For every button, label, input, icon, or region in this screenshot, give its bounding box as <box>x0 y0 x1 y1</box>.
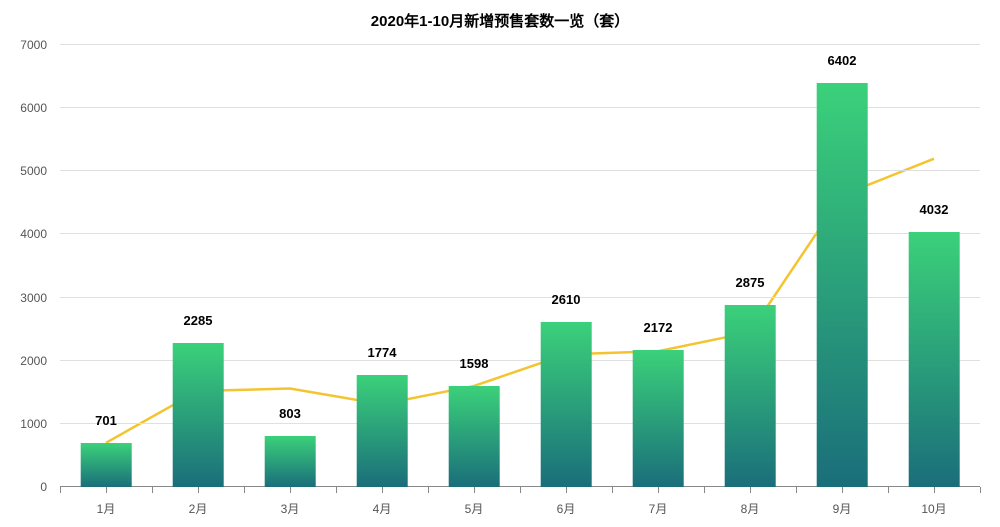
bar <box>725 305 776 487</box>
y-tick: 4000 <box>0 227 47 241</box>
bar <box>357 375 408 487</box>
bar-value-label: 2610 <box>552 292 581 307</box>
y-tick: 1000 <box>0 417 47 431</box>
x-tick: 6月 <box>557 500 576 517</box>
bar <box>449 386 500 487</box>
bar-value-label: 1774 <box>368 345 397 360</box>
y-tick: 3000 <box>0 291 47 305</box>
x-tick: 3月 <box>281 500 300 517</box>
chart-title: 2020年1-10月新增预售套数一览（套） <box>0 0 1000 31</box>
bar <box>81 443 132 487</box>
y-axis: 01000200030004000500060007000 <box>0 45 55 487</box>
x-tick: 4月 <box>373 500 392 517</box>
x-tick: 9月 <box>833 500 852 517</box>
y-tick: 5000 <box>0 164 47 178</box>
bar <box>173 343 224 487</box>
y-tick: 2000 <box>0 354 47 368</box>
bar <box>817 83 868 487</box>
bar <box>633 350 684 487</box>
bar-value-label: 1598 <box>460 356 489 371</box>
gridline <box>60 44 980 45</box>
bar-value-label: 2875 <box>736 275 765 290</box>
trend-line-path <box>106 159 934 443</box>
bar-value-label: 803 <box>279 406 301 421</box>
x-tick: 5月 <box>465 500 484 517</box>
bar-value-label: 6402 <box>828 53 857 68</box>
x-tick: 7月 <box>649 500 668 517</box>
x-tick: 1月 <box>97 500 116 517</box>
bar <box>265 436 316 487</box>
plot-area: 701 2285 803 1774 1598 2610 2172 2875 6402 4032 <box>60 45 980 487</box>
bar-value-label: 2172 <box>644 320 673 335</box>
x-tick: 8月 <box>741 500 760 517</box>
chart-container: 2020年1-10月新增预售套数一览（套） 0 1000 2000 3000 4000 5… <box>0 0 1000 527</box>
y-tick: 7000 <box>0 38 47 52</box>
bar-value-label: 2285 <box>184 313 213 328</box>
y-tick: 6000 <box>0 101 47 115</box>
bar-value-label: 4032 <box>920 202 949 217</box>
bar <box>909 232 960 487</box>
bar-value-label: 701 <box>95 413 117 428</box>
x-tick: 10月 <box>921 500 946 517</box>
x-tick: 2月 <box>189 500 208 517</box>
x-tickmark <box>980 487 981 493</box>
bar <box>541 322 592 487</box>
x-axis: 1月 2月 3月 4月 5月 6月 7月 8月 9月 10月 <box>60 492 980 517</box>
y-tick: 0 <box>0 480 47 494</box>
